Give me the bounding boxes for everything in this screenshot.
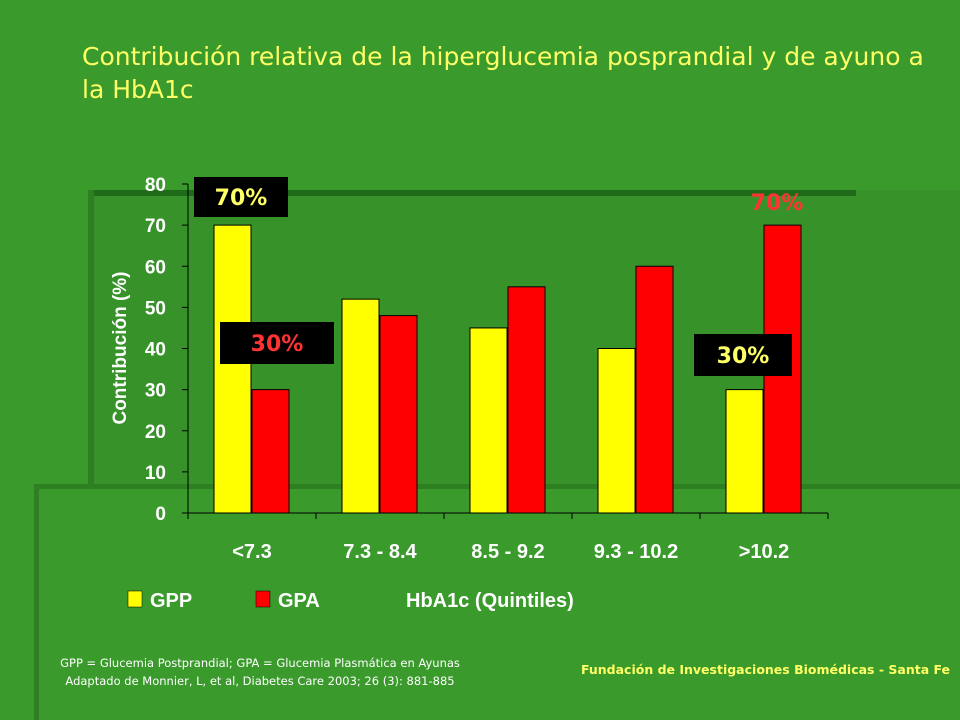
- y-tick-label: 50: [145, 298, 166, 319]
- decorative-line: [88, 190, 856, 196]
- legend-swatch-gpa: [255, 590, 271, 608]
- y-tick-label: 0: [155, 504, 166, 525]
- y-tick-label: 30: [145, 381, 166, 402]
- x-tick-label: 9.3 - 10.2: [594, 541, 679, 563]
- callout-label: 70%: [751, 191, 804, 216]
- x-tick-label: 8.5 - 9.2: [471, 541, 544, 563]
- bar-gpa: [251, 389, 290, 514]
- bar-gpp: [341, 298, 380, 514]
- credit-text: Fundación de Investigaciones Biomédicas …: [580, 662, 950, 677]
- y-tick-label: 40: [145, 340, 166, 361]
- y-tick-label: 80: [145, 175, 166, 196]
- bar-gpp: [469, 327, 508, 514]
- background-panel-lower: [34, 484, 960, 720]
- callout-box: [220, 322, 334, 364]
- bar-gpp: [597, 348, 636, 514]
- bar-gpa: [507, 286, 546, 514]
- slide-title: Contribución relativa de la hiperglucemi…: [82, 42, 924, 104]
- x-axis-title: HbA1c (Quintiles): [406, 590, 574, 612]
- callout-box: [194, 177, 288, 217]
- callout-label: 70%: [215, 186, 268, 211]
- callout-label: 30%: [717, 344, 770, 369]
- footnote-line-1: GPP = Glucemia Postprandial; GPA = Gluce…: [60, 656, 460, 670]
- y-tick-label: 10: [145, 463, 166, 484]
- y-axis-title: Contribución (%): [110, 271, 131, 424]
- y-tick-label: 20: [145, 422, 166, 443]
- legend-label-gpp: GPP: [150, 590, 192, 612]
- decorative-line: [88, 190, 94, 484]
- legend-swatch-gpp: [127, 590, 143, 608]
- callout-box: [694, 334, 792, 376]
- decorative-line: [34, 484, 39, 720]
- x-tick-label: <7.3: [232, 541, 271, 563]
- x-tick-label: >10.2: [739, 541, 790, 563]
- bar-gpa: [635, 265, 674, 514]
- bar-gpp: [725, 389, 764, 514]
- y-tick-label: 60: [145, 257, 166, 278]
- callout-label: 30%: [251, 332, 304, 357]
- y-tick-label: 70: [145, 216, 166, 237]
- footnote: GPP = Glucemia Postprandial; GPA = Gluce…: [10, 654, 510, 690]
- bar-gpp: [213, 224, 252, 514]
- x-tick-label: 7.3 - 8.4: [343, 541, 417, 563]
- bar-gpa: [379, 315, 418, 514]
- legend-label-gpa: GPA: [278, 590, 320, 612]
- footnote-line-2: Adaptado de Monnier, L, et al, Diabetes …: [65, 674, 455, 688]
